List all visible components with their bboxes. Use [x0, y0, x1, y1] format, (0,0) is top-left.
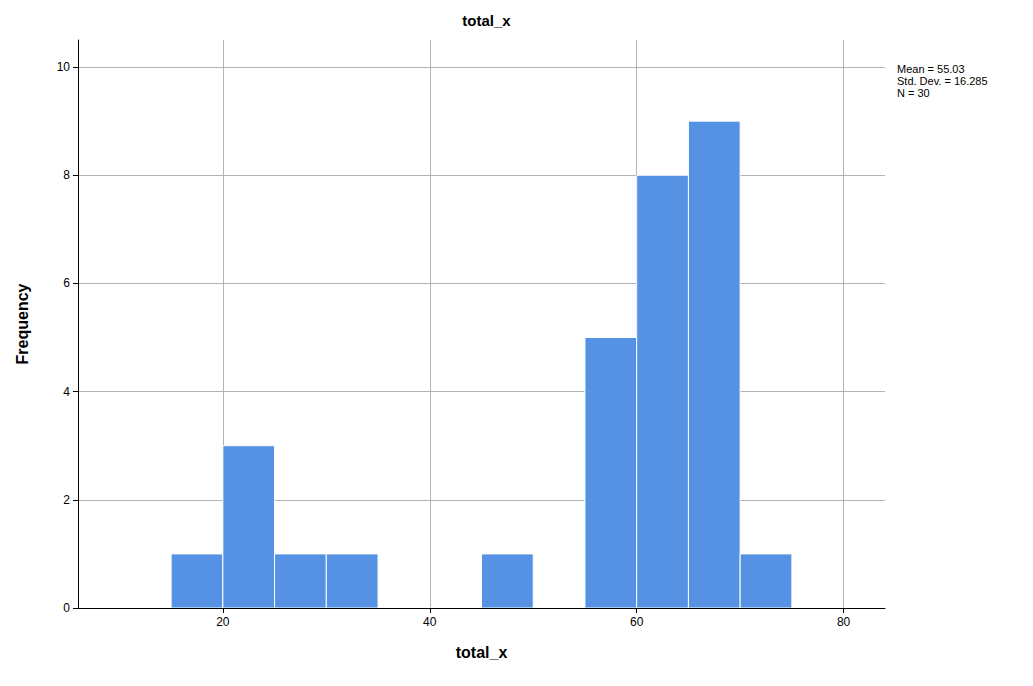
svg-text:10: 10 — [57, 60, 71, 74]
svg-text:6: 6 — [63, 276, 70, 290]
svg-text:Frequency: Frequency — [14, 283, 31, 364]
svg-text:Std. Dev. = 16.285: Std. Dev. = 16.285 — [897, 75, 988, 87]
svg-text:total_x: total_x — [456, 644, 508, 661]
svg-text:60: 60 — [630, 615, 644, 629]
svg-text:total_x: total_x — [462, 12, 511, 29]
svg-text:Mean = 55.03: Mean = 55.03 — [897, 63, 965, 75]
svg-text:0: 0 — [63, 601, 70, 615]
svg-text:40: 40 — [423, 615, 437, 629]
svg-text:8: 8 — [63, 168, 70, 182]
svg-text:2: 2 — [63, 493, 70, 507]
svg-text:80: 80 — [837, 615, 851, 629]
svg-text:N = 30: N = 30 — [897, 87, 930, 99]
svg-text:4: 4 — [63, 385, 70, 399]
svg-text:20: 20 — [216, 615, 230, 629]
